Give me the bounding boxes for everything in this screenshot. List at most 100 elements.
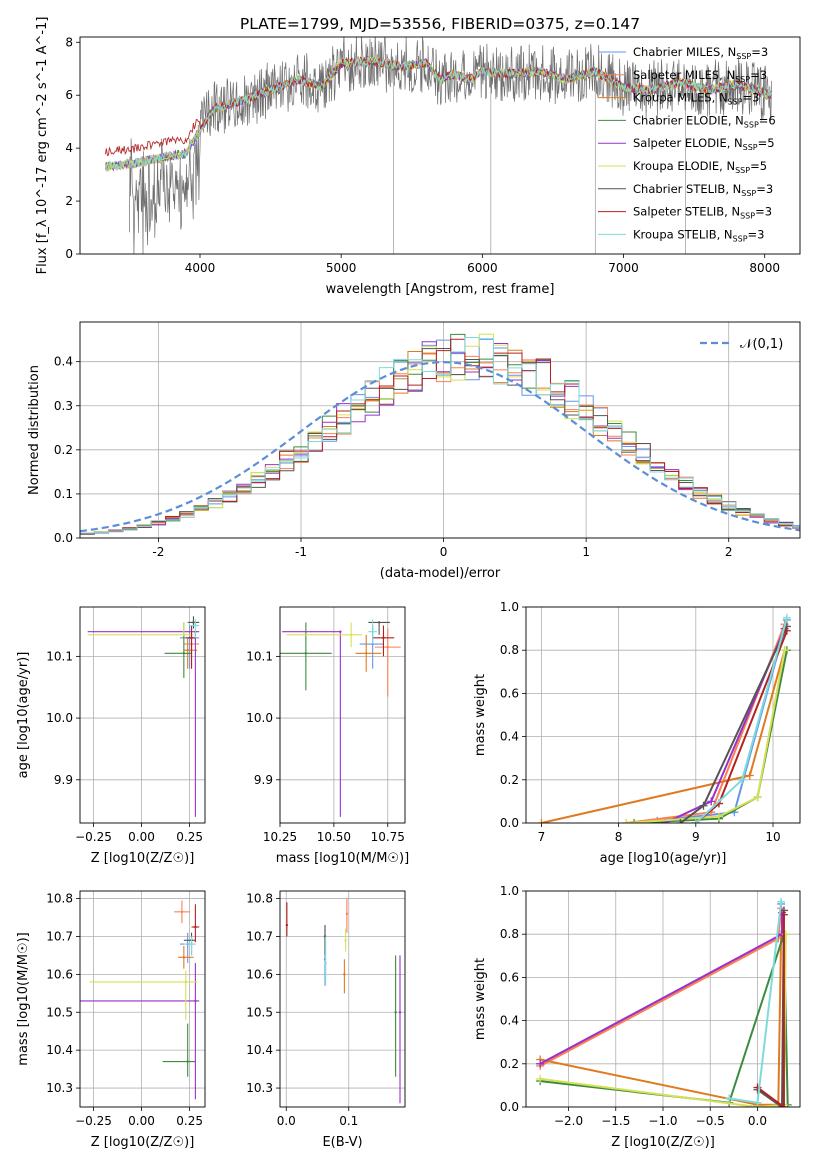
- y-tick-label: 0.0: [500, 816, 519, 830]
- weight-marker: [782, 613, 791, 622]
- x-tick-label: 10.50: [317, 830, 351, 844]
- data-point: [182, 633, 186, 636]
- x-axis-label: mass [log10(M/M☉)]: [276, 851, 409, 866]
- weight-marker: [779, 1103, 788, 1107]
- legend-entry: Kroupa STELIB, NSSP=3: [633, 227, 764, 243]
- y-tick-label: 0.8: [500, 643, 519, 657]
- weight-marker: [753, 793, 762, 802]
- spectrum-line: [104, 56, 772, 156]
- x-tick-label: 0.25: [176, 830, 203, 844]
- data-point: [190, 636, 193, 640]
- weight-marker: [725, 1094, 734, 1103]
- panel-age_vs_Z: −0.25 0.00 0.25 9.9 10.0 10.1 Z [log10(Z/Z☉)] a…: [16, 606, 206, 866]
- weight-marker: [753, 1098, 762, 1107]
- y-tick-label: 0.2: [500, 773, 519, 787]
- figure-title: PLATE=1799, MJD=53556, FIBERID=0375, z=0…: [240, 15, 640, 33]
- x-tick-label: 0.0: [277, 1114, 296, 1128]
- data-point: [182, 956, 186, 959]
- legend: Chabrier MILES, NSSP=3 Salpeter MILES, NS…: [598, 45, 776, 243]
- y-tick-label: 4: [65, 141, 73, 155]
- weight-marker: [778, 1103, 787, 1107]
- axes-frame: [525, 606, 801, 824]
- y-tick-label: 10.6: [46, 967, 73, 981]
- y-tick-label: 10.5: [246, 1005, 273, 1019]
- data-point: [194, 999, 197, 1003]
- x-tick-label: −0.5: [696, 1114, 725, 1128]
- x-axis-label: Z [log10(Z/Z☉)]: [91, 1135, 195, 1150]
- axes-frame: [79, 890, 206, 1108]
- legend-entry: Chabrier MILES, NSSP=3: [633, 45, 768, 61]
- y-tick-label: 2: [65, 194, 73, 208]
- data-point: [184, 980, 187, 984]
- panel-spectrum: 4000 5000 6000 7000 8000 0 2 4 6 8 wavelength [Ang…: [35, 17, 801, 297]
- axes-frame: [279, 606, 406, 824]
- data-point: [371, 630, 374, 633]
- panel-residuals: -2 -1 0 1 2 0.0 0.1 0.2 0.3 0.4 (data-model)/error…: [27, 321, 801, 581]
- data-point: [365, 652, 368, 655]
- y-tick-label: 0.3: [54, 399, 73, 413]
- plot-area: [87, 616, 200, 817]
- x-tick-label: 1: [582, 545, 590, 559]
- y-tick-label: 0.1: [54, 487, 73, 501]
- data-point: [382, 636, 385, 640]
- y-tick-label: 0.0: [500, 1100, 519, 1114]
- y-axis-label: age [log10(age/yr)]: [16, 652, 31, 779]
- y-tick-label: 0.4: [500, 730, 519, 744]
- x-axis-label: Z [log10(Z/Z☉)]: [91, 851, 195, 866]
- x-axis-label: E(B-V): [322, 1135, 362, 1150]
- legend-entry: Salpeter ELODIE, NSSP=5: [633, 136, 775, 152]
- x-tick-label: -1: [295, 545, 307, 559]
- legend-entry: Chabrier STELIB, NSSP=3: [633, 182, 773, 198]
- x-tick-label: −1.0: [648, 1114, 677, 1128]
- data-point: [349, 633, 353, 636]
- spectrum-line: [104, 56, 772, 172]
- weight-marker: [537, 819, 546, 823]
- y-tick-label: 0.8: [500, 927, 519, 941]
- data-point: [344, 939, 347, 942]
- weight-line: [539, 912, 783, 1065]
- x-tick-label: 6000: [467, 261, 498, 275]
- weight-line: [626, 623, 786, 823]
- data-point: [343, 973, 346, 976]
- x-tick-label: 4000: [185, 261, 216, 275]
- histogram-series: [80, 353, 800, 535]
- weight-marker: [780, 646, 789, 655]
- y-tick-label: 0.4: [500, 1014, 519, 1028]
- x-tick-label: 0.00: [128, 830, 155, 844]
- legend-entry: Salpeter MILES, NSSP=3: [633, 68, 767, 84]
- panel-mass_vs_EBV: 0.0 0.1 10.3 10.4 10.5 10.6 10.7 10.8 E(B-V): [246, 890, 406, 1150]
- weight-marker: [676, 819, 685, 823]
- x-tick-label: 2: [725, 545, 733, 559]
- weight-marker: [536, 1074, 545, 1083]
- x-tick-label: -2: [152, 545, 164, 559]
- weight-line: [728, 901, 783, 1104]
- x-tick-label: 10.75: [371, 830, 405, 844]
- axes-frame: [79, 321, 801, 539]
- weight-line: [539, 934, 783, 1106]
- data-point: [304, 652, 308, 655]
- panel-weight_vs_Z: −2.0 −1.5 −1.0 −0.5 0.0 0.0 0.2 0.4 0.6 0.8 1.0 Z […: [473, 884, 801, 1150]
- weight-marker: [707, 797, 716, 806]
- x-tick-label: −0.25: [75, 830, 112, 844]
- x-axis-label: wavelength [Angstrom, rest frame]: [326, 282, 555, 297]
- x-tick-label: 0.0: [748, 1114, 767, 1128]
- y-tick-label: 10.8: [46, 892, 73, 906]
- y-tick-label: 10.1: [46, 649, 73, 663]
- plot-area: [80, 900, 200, 1100]
- y-axis-label: mass [log10(M/M☉)]: [16, 932, 31, 1065]
- weight-marker: [630, 819, 639, 823]
- weight-line: [756, 914, 785, 1107]
- normal-curve: [80, 360, 800, 533]
- y-tick-label: 10.3: [246, 1081, 273, 1095]
- y-tick-label: 9.9: [254, 773, 273, 787]
- panel-age_vs_mass: 10.25 10.50 10.75 9.9 10.0 10.1 mass [log10(M/…: [246, 606, 409, 866]
- x-axis-label: Z [log10(Z/Z☉)]: [611, 1135, 715, 1150]
- x-tick-label: −2.0: [554, 1114, 583, 1128]
- y-tick-label: 6: [65, 88, 73, 102]
- y-axis-label: mass weight: [473, 958, 488, 1040]
- data-point: [285, 923, 289, 927]
- x-axis-label: age [log10(age/yr)]: [600, 851, 727, 866]
- axes-frame: [525, 890, 801, 1108]
- weight-marker: [745, 771, 754, 780]
- histogram-series: [80, 347, 800, 535]
